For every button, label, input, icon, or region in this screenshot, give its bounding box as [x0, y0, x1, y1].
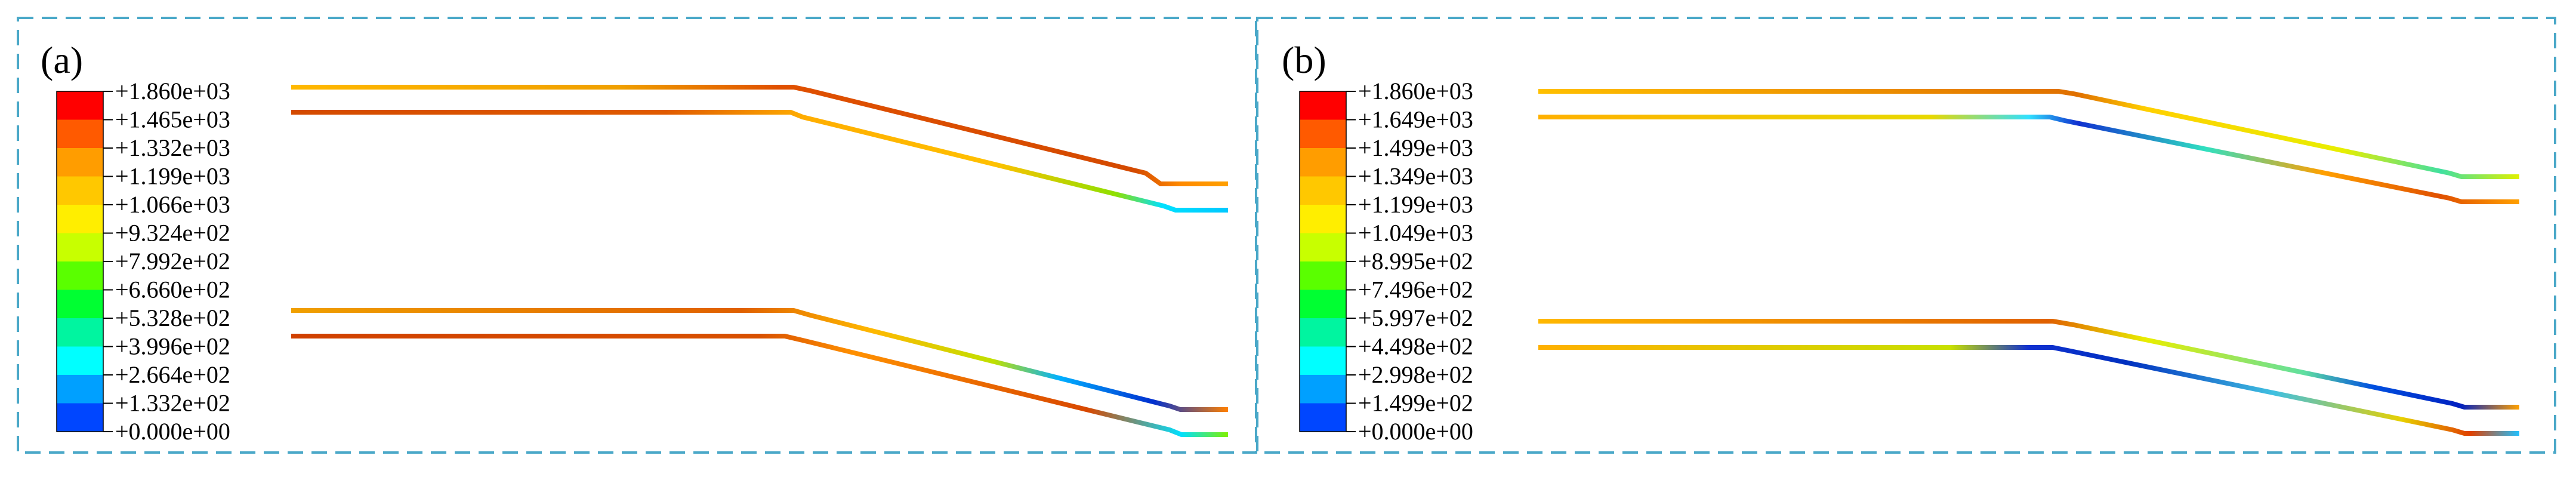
strip — [291, 85, 1228, 186]
legend-swatch — [1300, 318, 1346, 347]
legend-value-label: +0.000e+00 — [1358, 418, 1473, 445]
legend-swatch — [1300, 176, 1346, 205]
legend-swatch — [57, 176, 103, 205]
legend-swatch — [1300, 233, 1346, 262]
legend-value-label: +2.998e+02 — [1358, 361, 1473, 388]
legend-value-label: +1.349e+03 — [1358, 163, 1473, 190]
legend-value-label: +1.649e+03 — [1358, 106, 1473, 133]
panel-a-lower-beams — [291, 308, 1228, 437]
legend-swatch — [57, 318, 103, 347]
legend-swatch — [57, 119, 103, 149]
legend-swatch — [57, 375, 103, 404]
strip — [1538, 345, 2519, 436]
legend-swatch — [57, 290, 103, 319]
legend-swatch — [1300, 119, 1346, 149]
legend-swatch — [1300, 261, 1346, 290]
strip — [291, 110, 1228, 213]
legend-value-label: +6.660e+02 — [115, 276, 230, 303]
legend-swatch — [57, 261, 103, 290]
panel-a-color-legend: +1.860e+03+1.465e+03+1.332e+03+1.199e+03… — [56, 78, 230, 445]
legend-value-label: +1.465e+03 — [115, 106, 230, 133]
strip — [291, 334, 1228, 437]
legend-value-label: +3.996e+02 — [115, 333, 230, 360]
panel-b-color-legend: +1.860e+03+1.649e+03+1.499e+03+1.349e+03… — [1299, 78, 1473, 445]
strip — [291, 308, 1228, 412]
panel-b-label: (b) — [1282, 39, 1326, 81]
legend-value-label: +0.000e+00 — [115, 418, 230, 445]
legend-value-label: +4.498e+02 — [1358, 333, 1473, 360]
legend-value-label: +1.066e+03 — [115, 191, 230, 218]
legend-swatch — [57, 233, 103, 262]
legend-value-label: +5.328e+02 — [115, 304, 230, 331]
legend-value-label: +1.332e+02 — [115, 390, 230, 417]
strip — [1538, 115, 2519, 204]
strip — [1538, 89, 2519, 179]
legend-value-label: +2.664e+02 — [115, 361, 230, 388]
legend-swatch — [57, 346, 103, 376]
legend-value-label: +8.995e+02 — [1358, 248, 1473, 275]
legend-swatch — [1300, 148, 1346, 177]
legend-value-label: +1.860e+03 — [115, 78, 230, 104]
panel-b-frame — [1256, 17, 2556, 454]
panel-a-frame — [17, 17, 1257, 454]
legend-value-label: +1.199e+03 — [115, 163, 230, 190]
legend-value-label: +5.997e+02 — [1358, 304, 1473, 331]
panel-a-label: (a) — [41, 39, 83, 81]
panel-b-upper-beams — [1538, 89, 2519, 204]
legend-value-label: +1.860e+03 — [1358, 78, 1473, 104]
legend-swatch — [1300, 91, 1346, 120]
legend-value-label: +9.324e+02 — [115, 220, 230, 247]
legend-value-label: +1.499e+02 — [1358, 390, 1473, 417]
legend-swatch — [57, 148, 103, 177]
legend-swatch — [57, 403, 103, 432]
panel-a-upper-beams — [291, 85, 1228, 213]
legend-value-label: +1.499e+03 — [1358, 134, 1473, 161]
panel-b-lower-beams — [1538, 319, 2519, 436]
legend-value-label: +7.992e+02 — [115, 248, 230, 275]
legend-swatch — [57, 205, 103, 233]
legend-swatch — [1300, 205, 1346, 233]
legend-value-label: +7.496e+02 — [1358, 276, 1473, 303]
legend-swatch — [57, 91, 103, 120]
legend-value-label: +1.049e+03 — [1358, 220, 1473, 247]
legend-swatch — [1300, 403, 1346, 432]
legend-swatch — [1300, 346, 1346, 376]
strip — [1538, 319, 2519, 410]
legend-swatch — [1300, 375, 1346, 404]
legend-value-label: +1.332e+03 — [115, 134, 230, 161]
legend-swatch — [1300, 290, 1346, 319]
legend-value-label: +1.199e+03 — [1358, 191, 1473, 218]
